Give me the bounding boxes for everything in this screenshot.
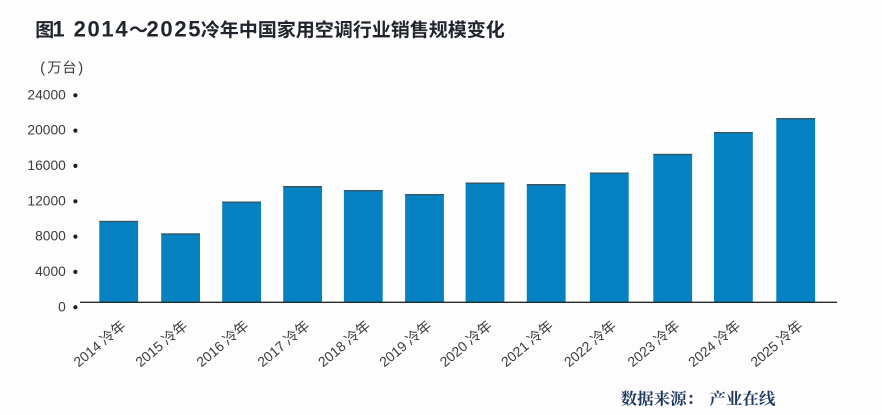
svg-text:2014: 2014 bbox=[74, 17, 129, 42]
svg-text:8000: 8000 bbox=[35, 229, 66, 244]
svg-text:): ) bbox=[78, 61, 83, 77]
svg-text:24000: 24000 bbox=[27, 87, 66, 102]
svg-text:2025: 2025 bbox=[147, 17, 201, 42]
svg-text:20000: 20000 bbox=[27, 123, 66, 138]
svg-text:16000: 16000 bbox=[27, 158, 66, 173]
svg-text:0: 0 bbox=[58, 299, 66, 314]
svg-text:(: ( bbox=[40, 61, 45, 77]
svg-text:1: 1 bbox=[52, 17, 64, 42]
svg-text:4000: 4000 bbox=[35, 264, 66, 279]
svg-text:12000: 12000 bbox=[27, 193, 66, 208]
